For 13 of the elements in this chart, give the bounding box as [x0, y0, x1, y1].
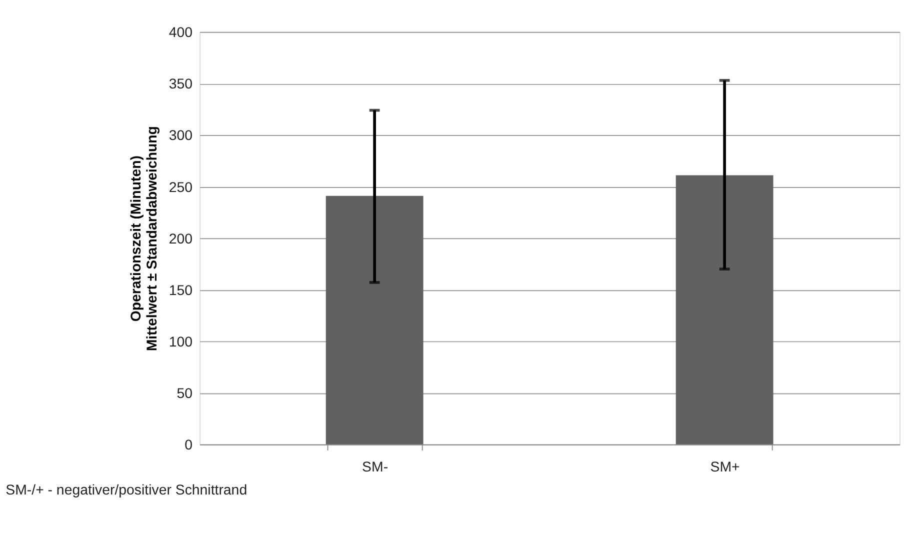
- y-tick-label: 100: [168, 334, 193, 350]
- text: SM-/+ - negativer/positiver Schnittrand: [6, 482, 248, 498]
- y-tick-label: 300: [168, 128, 193, 144]
- x-tick-label: SM-: [362, 459, 388, 476]
- y-tick-label: 350: [168, 76, 193, 93]
- y-tick-label: 50: [176, 386, 193, 402]
- x-tick-label: SM+: [710, 459, 740, 476]
- y-tick-label: 400: [168, 25, 193, 42]
- y-tick-label: 250: [168, 180, 193, 196]
- y-tick-label: 150: [168, 282, 193, 299]
- y-tick-label: 0: [184, 438, 193, 454]
- y-axis-title: Operationszeit (Minuten) Mittelwert ± Standardabweichung: [128, 126, 161, 352]
- y-tick-label: 200: [168, 231, 193, 248]
